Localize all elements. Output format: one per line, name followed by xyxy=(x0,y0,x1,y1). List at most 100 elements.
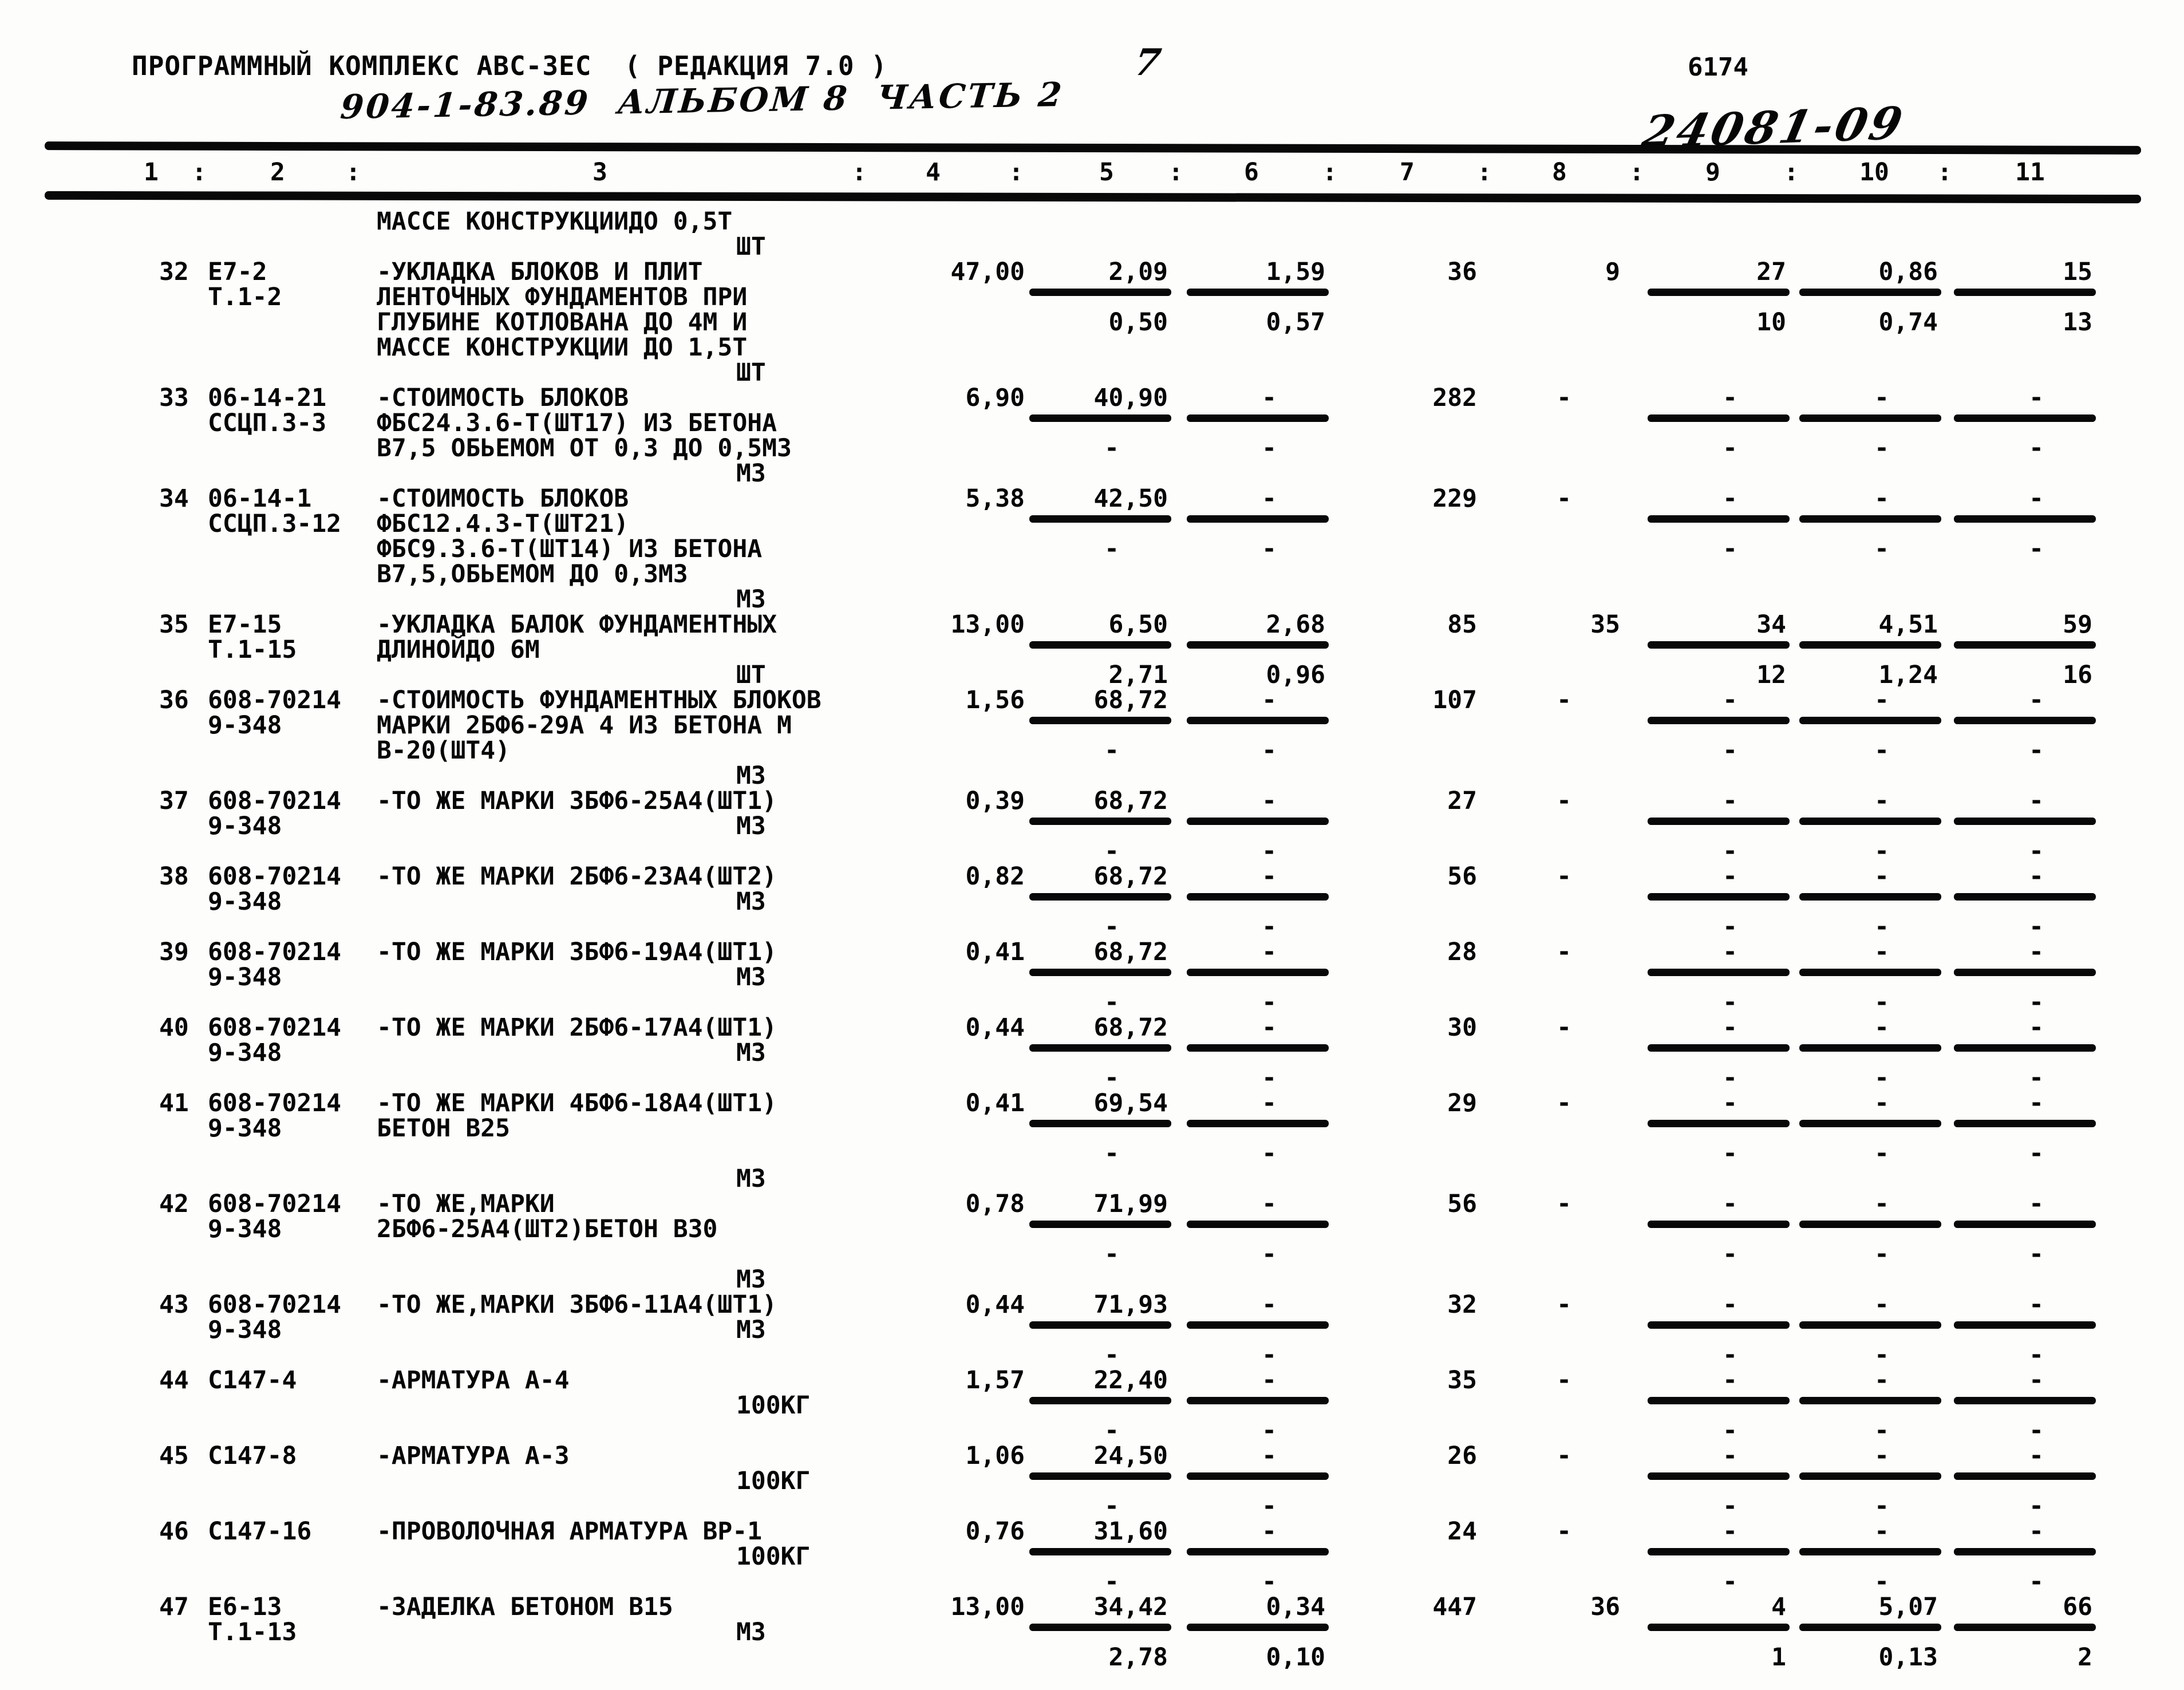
value-underline-col-6 xyxy=(1187,1321,1329,1329)
dash-col-9: - xyxy=(1723,1013,1737,1042)
print-line: Т.1-13 М3 xyxy=(0,1620,2184,1645)
dash-col-6: - xyxy=(1262,1013,1277,1042)
value-underline-col-11 xyxy=(1954,414,2096,422)
dash-col-10: - xyxy=(1874,988,1889,1017)
item-number: 38 xyxy=(159,862,189,891)
value-col-10: 5,07 xyxy=(1878,1593,1938,1621)
value-col-9: 27 xyxy=(1756,258,1786,286)
column-separator: : xyxy=(1168,158,1183,187)
value-underline-col-5 xyxy=(1029,1221,1171,1228)
value-col-5: 68,72 xyxy=(1093,1013,1168,1042)
dash-col-8: - xyxy=(1557,787,1571,815)
dash-col-8: - xyxy=(1557,1442,1571,1470)
value-underline-col-11 xyxy=(1954,1548,2096,1555)
dash-col-10: - xyxy=(1874,1290,1889,1319)
value-col-10: 4,51 xyxy=(1878,610,1938,639)
value-col-10: 1,24 xyxy=(1878,661,1938,689)
print-line: ШТ 2,71 0,96 12 1,24 16 xyxy=(0,662,2184,688)
item-unit: М3 xyxy=(736,1265,766,1294)
item-code: ССЦП.3-3 xyxy=(208,409,327,437)
value-underline-col-9 xyxy=(1648,414,1790,422)
value-underline-col-6 xyxy=(1187,1120,1329,1127)
item-number: 47 xyxy=(159,1593,189,1621)
print-line: 9-348 МАРКИ 2БФ6-29А 4 ИЗ БЕТОНА М xyxy=(0,713,2184,738)
value-underline-col-10 xyxy=(1799,969,1941,976)
item-code: Е7-15 xyxy=(208,610,282,639)
column-separator: : xyxy=(1629,158,1644,187)
value-col-6: 0,10 xyxy=(1266,1643,1325,1672)
dash-col-9: - xyxy=(1723,988,1737,1017)
value-underline-col-6 xyxy=(1187,1221,1329,1228)
value-underline-col-10 xyxy=(1799,818,1941,825)
value-col-4: 0,44 xyxy=(965,1290,1025,1319)
dash-col-9: - xyxy=(1723,1416,1737,1445)
dash-col-9: - xyxy=(1723,686,1737,714)
item-unit: М3 xyxy=(736,585,766,614)
dash-col-8: - xyxy=(1557,1013,1571,1042)
value-underline-col-10 xyxy=(1799,1548,1941,1555)
dash-col-8: - xyxy=(1557,484,1571,513)
item-description: В7,5,ОБЬЕМОМ ДО 0,3М3 xyxy=(377,560,688,589)
column-header-8: 8 xyxy=(1552,158,1567,187)
value-underline-col-9 xyxy=(1648,893,1790,901)
item-description: ФБС12.4.3-Т(ШТ21) xyxy=(377,510,629,538)
item-code: 9-348 xyxy=(208,812,282,840)
value-col-7: 56 xyxy=(1447,862,1477,891)
print-line: 33 06-14-21 -СТОИМОСТЬ БЛОКОВ 6,90 40,90 - 282… xyxy=(0,385,2184,410)
print-line: М3 xyxy=(0,1166,2184,1191)
item-code: С147-16 xyxy=(208,1517,312,1546)
print-line: В7,5,ОБЬЕМОМ ДО 0,3М3 xyxy=(0,562,2184,587)
column-separator: : xyxy=(192,158,207,187)
print-line: ----- xyxy=(0,1494,2184,1519)
dash-col-6: - xyxy=(1262,837,1277,866)
column-header-9: 9 xyxy=(1705,158,1720,187)
dash-col-5: - xyxy=(1104,837,1119,866)
item-code: 608-70214 xyxy=(208,1013,341,1042)
item-code: С147-8 xyxy=(208,1442,297,1470)
value-underline-col-6 xyxy=(1187,969,1329,976)
item-unit: 100КГ xyxy=(736,1542,811,1571)
dash-col-11: - xyxy=(2029,1064,2044,1092)
dash-col-6: - xyxy=(1262,988,1277,1017)
value-col-4: 1,56 xyxy=(965,686,1025,714)
value-underline-col-9 xyxy=(1648,1044,1790,1052)
dash-col-11: - xyxy=(2029,484,2044,513)
print-line: ГЛУБИНЕ КОТЛОВАНА ДО 4М И 0,50 0,57 10 0,74 1… xyxy=(0,310,2184,335)
value-underline-col-10 xyxy=(1799,1472,1941,1480)
dash-col-11: - xyxy=(2029,1442,2044,1470)
dash-col-5: - xyxy=(1104,1240,1119,1269)
value-col-4: 1,57 xyxy=(965,1366,1025,1395)
value-underline-col-9 xyxy=(1648,1624,1790,1631)
column-separator: : xyxy=(1784,158,1799,187)
dash-col-10: - xyxy=(1874,1064,1889,1092)
value-col-7: 107 xyxy=(1432,686,1477,714)
value-col-4: 1,06 xyxy=(965,1442,1025,1470)
item-code: Е6-13 xyxy=(208,1593,282,1621)
print-line: 46 С147-16 -ПРОВОЛОЧНАЯ АРМАТУРА ВР-1 0,76 3… xyxy=(0,1519,2184,1544)
print-line: 35 Е7-15 -УКЛАДКА БАЛОК ФУНДАМЕНТНЫХ 13,00 6… xyxy=(0,612,2184,637)
item-unit: М3 xyxy=(736,1164,766,1193)
dash-col-10: - xyxy=(1874,862,1889,891)
dash-col-8: - xyxy=(1557,1290,1571,1319)
print-line: 100КГ xyxy=(0,1544,2184,1569)
item-unit: М3 xyxy=(736,812,766,840)
dash-col-10: - xyxy=(1874,1240,1889,1269)
dash-col-10: - xyxy=(1874,484,1889,513)
item-number: 39 xyxy=(159,938,189,966)
value-underline-col-5 xyxy=(1029,1624,1171,1631)
value-underline-col-11 xyxy=(1954,969,2096,976)
dash-col-6: - xyxy=(1262,686,1277,714)
dash-col-9: - xyxy=(1723,736,1737,765)
print-line: 9-348 М3 xyxy=(0,1040,2184,1065)
dash-col-11: - xyxy=(2029,1139,2044,1168)
dash-col-11: - xyxy=(2029,1341,2044,1369)
column-separator: : xyxy=(852,158,867,187)
item-code: С147-4 xyxy=(208,1366,297,1395)
dash-col-9: - xyxy=(1723,1567,1737,1596)
value-underline-col-10 xyxy=(1799,1624,1941,1631)
dash-col-9: - xyxy=(1723,1517,1737,1546)
dash-col-11: - xyxy=(2029,938,2044,966)
value-col-7: 27 xyxy=(1447,787,1477,815)
value-col-11: 59 xyxy=(2063,610,2092,639)
item-code: 9-348 xyxy=(208,1039,282,1067)
